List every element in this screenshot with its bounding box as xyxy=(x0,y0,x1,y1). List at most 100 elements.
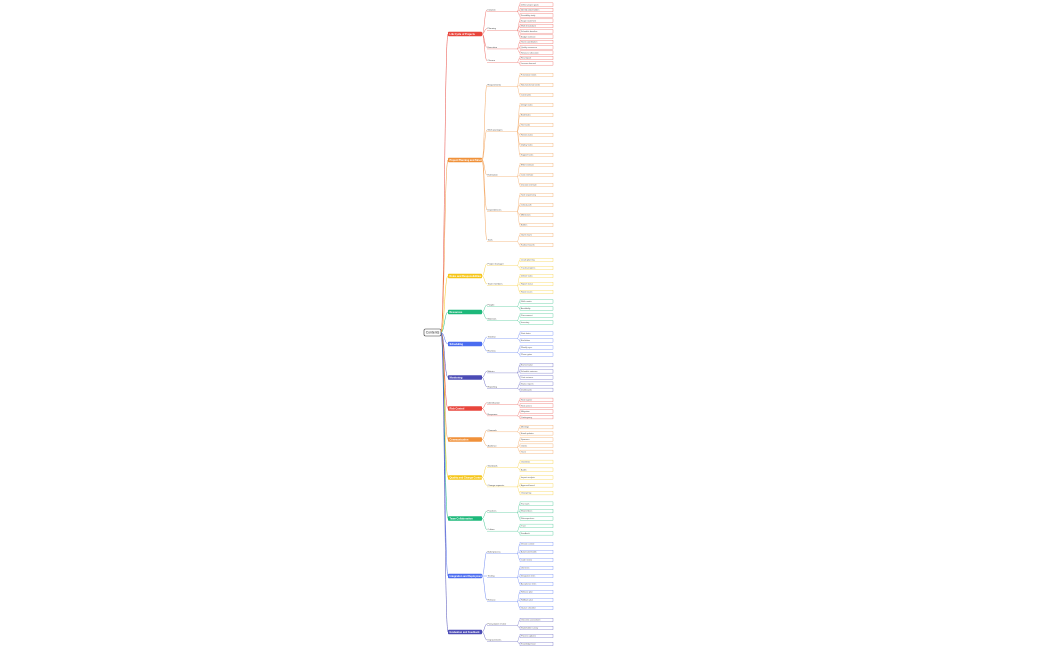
connector xyxy=(516,431,521,434)
connector xyxy=(516,525,521,532)
connector xyxy=(516,41,521,50)
leaf-label: Integration tests xyxy=(521,575,535,578)
leaf-label: Automated builds xyxy=(521,551,536,554)
leaf-node xyxy=(519,153,554,157)
leaf-node xyxy=(519,183,554,187)
leaf-label: Skills matrix xyxy=(521,300,532,303)
connector xyxy=(481,28,488,35)
leaf-label: Change log xyxy=(521,493,531,495)
leaf-node xyxy=(519,516,554,521)
branch-label: Communication xyxy=(450,438,469,441)
connector xyxy=(516,411,521,416)
leaf-node xyxy=(519,299,554,304)
connector xyxy=(481,430,488,440)
connector xyxy=(516,11,521,16)
leaf-label: Phase gates xyxy=(521,353,532,356)
sub-label: Standards xyxy=(488,464,499,467)
sub-label: Audience xyxy=(488,444,498,447)
leaf-node xyxy=(519,387,554,392)
branch-label: Roles and Responsibilities xyxy=(450,275,482,278)
connector xyxy=(516,275,521,286)
leaf-label: Audits xyxy=(521,468,527,471)
leaf-node xyxy=(519,18,554,23)
connector xyxy=(516,48,521,53)
connector xyxy=(481,439,488,446)
sub-label: Practices xyxy=(488,510,498,513)
connector xyxy=(481,304,488,313)
connector xyxy=(516,114,521,132)
leaf-node xyxy=(519,213,554,217)
leaf-node xyxy=(519,103,554,107)
sub-label: Timeline xyxy=(488,337,497,339)
leaf-node xyxy=(519,223,554,227)
connector xyxy=(516,338,521,341)
connector xyxy=(481,551,488,577)
connector xyxy=(516,4,521,12)
leaf-label: Scope statement xyxy=(521,19,536,22)
connector xyxy=(516,259,521,266)
connector xyxy=(481,129,488,161)
leaf-label: Process updates xyxy=(521,635,536,638)
sub-label: Testing xyxy=(488,575,496,578)
connector xyxy=(516,62,521,64)
leaf-label: Schedule variance xyxy=(521,371,538,373)
leaf-node xyxy=(519,582,554,586)
leaf-node xyxy=(519,352,554,357)
leaf-label: Availability xyxy=(521,307,530,310)
leaf-node xyxy=(519,475,554,480)
leaf-node xyxy=(519,274,554,278)
leaf-label: Buffers xyxy=(521,225,527,227)
connector xyxy=(481,402,488,409)
leaf-label: Identify stakeholders xyxy=(521,9,539,12)
leaf-node xyxy=(519,542,554,546)
connector xyxy=(440,33,449,333)
leaf-node xyxy=(519,491,554,496)
sub-label: Estimation xyxy=(488,174,499,177)
leaf-label: Dashboards xyxy=(521,390,532,392)
leaf-label: Resource allocation xyxy=(521,51,539,54)
sub-label: Reviews xyxy=(488,351,497,353)
connector xyxy=(516,241,521,246)
connector xyxy=(516,426,521,432)
leaf-node xyxy=(519,123,554,127)
connector xyxy=(516,383,521,389)
connector xyxy=(516,320,521,323)
leaf-node xyxy=(519,203,554,207)
leaf-label: Work breakdown xyxy=(521,26,536,28)
leaf-node xyxy=(519,501,554,506)
branch-node xyxy=(448,375,482,380)
connector xyxy=(516,486,521,494)
connector xyxy=(440,332,449,440)
connector xyxy=(516,577,521,585)
leaf-label: Schedule baseline xyxy=(521,31,538,33)
leaf-node xyxy=(519,313,554,318)
sub-label: Release xyxy=(488,600,497,602)
leaf-node xyxy=(519,13,554,18)
branch-node xyxy=(448,309,482,315)
leaf-label: Critical path xyxy=(521,204,532,207)
leaf-label: Acceptance tests xyxy=(521,583,536,586)
leaf-node xyxy=(519,415,554,420)
sub-label: Post-project review xyxy=(488,623,507,626)
leaf-label: Define project goals xyxy=(521,3,539,6)
leaf-label: Email updates xyxy=(521,432,534,435)
leaf-node xyxy=(519,467,554,472)
leaf-node xyxy=(519,381,554,386)
connector xyxy=(440,332,449,345)
connector xyxy=(516,467,521,470)
branch-node xyxy=(448,406,482,411)
leaf-node xyxy=(519,50,554,55)
leaf-label: Quality assurance xyxy=(521,46,538,49)
leaf-label: Feedback xyxy=(521,533,530,535)
leaf-label: Clients xyxy=(521,444,527,447)
connector xyxy=(516,619,521,626)
leaf-label: Weekly sync xyxy=(521,347,532,349)
leaf-node xyxy=(519,598,554,602)
leaf-label: Budget estimate xyxy=(521,35,536,38)
leaf-label: Leads planning xyxy=(521,260,535,262)
leaf-node xyxy=(519,345,554,350)
branch-label: Risk Control xyxy=(450,407,465,410)
leaf-node xyxy=(519,193,554,197)
branch-label: Evaluation and Feedback xyxy=(450,631,481,634)
leaf-node xyxy=(519,8,554,12)
